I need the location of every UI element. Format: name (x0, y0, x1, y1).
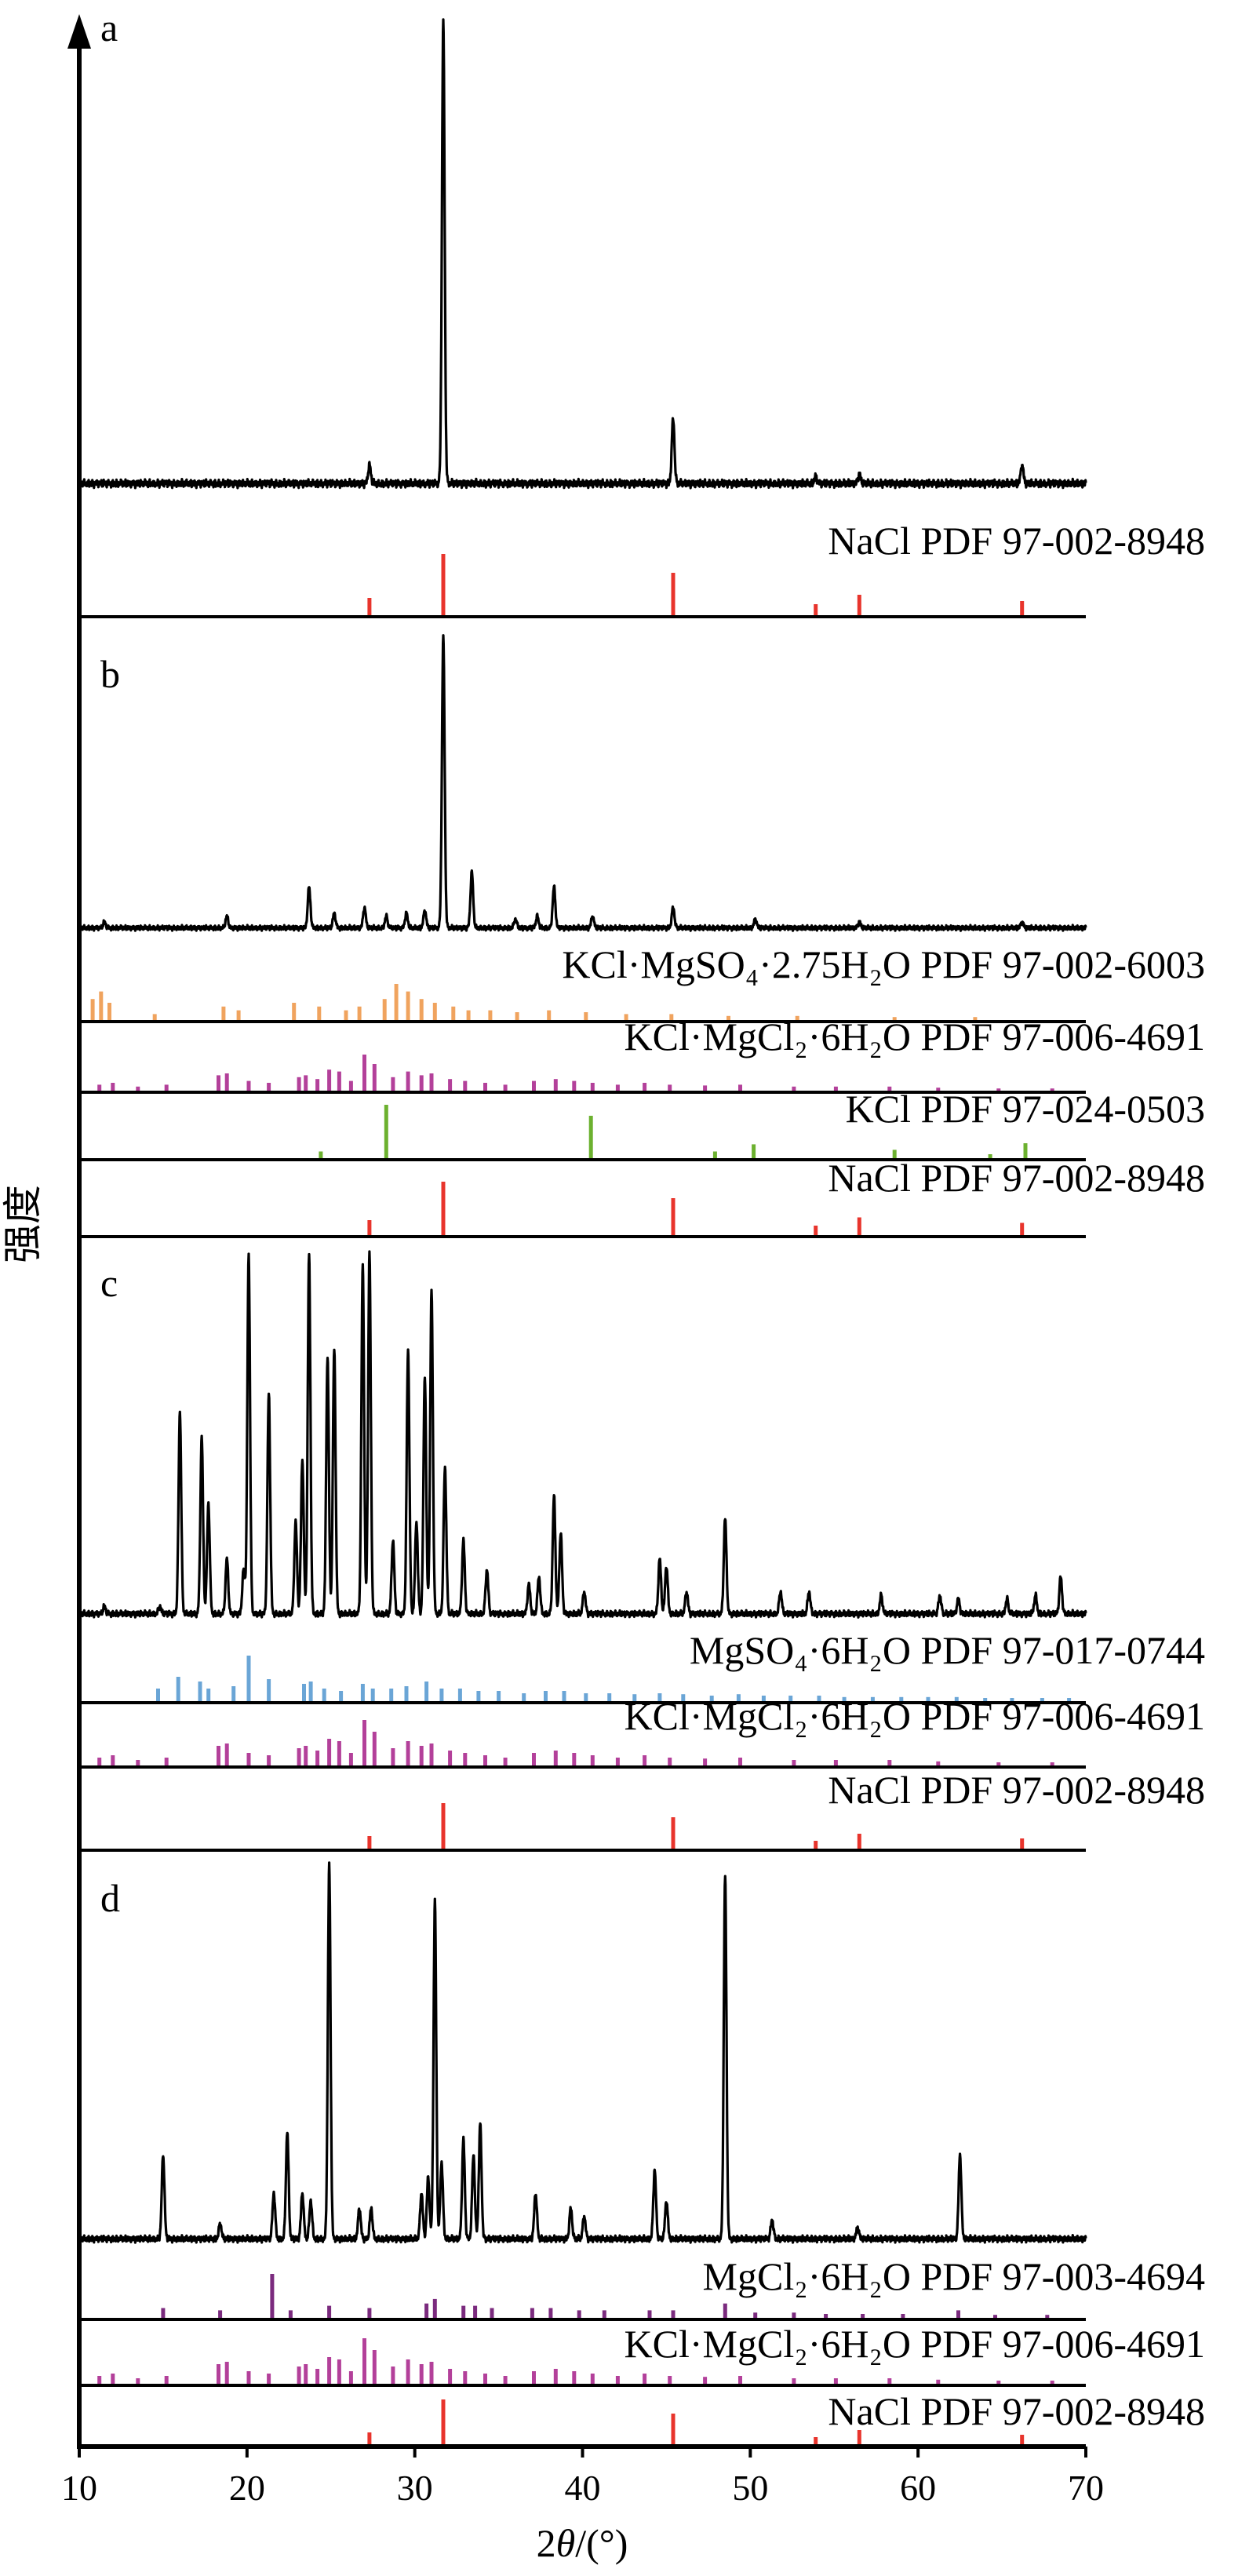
reference-pattern: NaCl PDF 97-002-8948 (367, 2389, 1205, 2447)
reference-label: NaCl PDF 97-002-8948 (828, 1156, 1205, 1200)
reference-pattern: NaCl PDF 97-002-8948 (79, 1156, 1205, 1238)
panel-b: b KCl·MgSO₄·2.75H₂O PDF 97-002-6003 KCl·Mg… (78, 634, 1205, 1238)
reference-label: MgCl₂·6H₂O PDF 97-003-4694 (703, 2254, 1205, 2298)
reference-pattern: NaCl PDF 97-002-8948 (79, 519, 1205, 618)
y-axis-title: 强度 (1, 1185, 45, 1263)
x-tick-label: 50 (732, 2468, 768, 2508)
xrd-pattern-d (78, 1861, 1087, 2244)
panel-d: d MgCl₂·6H₂O PDF 97-003-4694 KCl·MgCl₂·6H₂… (78, 1861, 1205, 2447)
reference-pattern: KCl·MgCl₂·6H₂O PDF 97-006-4691 (79, 1694, 1205, 1769)
reference-label: NaCl PDF 97-002-8948 (828, 1768, 1205, 1812)
axes: 10 20 30 40 50 60 70 强度 2θ/(°) (1, 14, 1104, 2565)
x-tick-label: 20 (229, 2468, 265, 2508)
reference-pattern: KCl·MgCl₂·6H₂O PDF 97-006-4691 (79, 2322, 1205, 2387)
reference-label: KCl·MgCl₂·6H₂O PDF 97-006-4691 (625, 1015, 1205, 1058)
reference-pattern: KCl·MgCl₂·6H₂O PDF 97-006-4691 (79, 1015, 1205, 1094)
x-tick-label: 30 (397, 2468, 433, 2508)
x-ticks: 10 20 30 40 50 60 70 (61, 2447, 1104, 2508)
xrd-panels: a NaCl PDF 97-002-8948 b KCl·MgSO₄·2.75H₂O … (78, 5, 1205, 2447)
y-axis-arrow (67, 14, 91, 49)
reference-label: KCl·MgCl₂·6H₂O PDF 97-006-4691 (625, 2322, 1205, 2366)
reference-label: MgSO₄·6H₂O PDF 97-017-0744 (690, 1628, 1205, 1672)
panel-letter: c (100, 1261, 118, 1305)
panel-letter: b (100, 652, 120, 696)
reference-pattern: NaCl PDF 97-002-8948 (79, 1768, 1205, 1852)
reference-label: KCl·MgCl₂·6H₂O PDF 97-006-4691 (625, 1694, 1205, 1738)
xrd-pattern-b (78, 634, 1087, 932)
x-tick-label: 60 (900, 2468, 936, 2508)
reference-label: NaCl PDF 97-002-8948 (828, 519, 1205, 563)
reference-label: NaCl PDF 97-002-8948 (828, 2389, 1205, 2433)
panel-a: a NaCl PDF 97-002-8948 (78, 5, 1205, 618)
x-tick-label: 40 (565, 2468, 601, 2508)
reference-pattern: MgCl₂·6H₂O PDF 97-003-4694 (79, 2254, 1205, 2321)
reference-pattern: KCl PDF 97-024-0503 (79, 1087, 1205, 1161)
reference-label: KCl·MgSO₄·2.75H₂O PDF 97-002-6003 (562, 942, 1205, 986)
reference-pattern: MgSO₄·6H₂O PDF 97-017-0744 (79, 1628, 1205, 1704)
panel-letter: a (100, 5, 118, 49)
x-axis-title: 2θ/(°) (537, 2521, 628, 2565)
xrd-pattern-c (78, 1250, 1087, 1619)
panel-letter: d (100, 1876, 120, 1920)
xrd-pattern-a (78, 18, 1087, 490)
panel-c: c MgSO₄·6H₂O PDF 97-017-0744 KCl·MgCl₂·6H₂… (78, 1250, 1205, 1852)
reference-label: KCl PDF 97-024-0503 (846, 1087, 1205, 1131)
reference-pattern: KCl·MgSO₄·2.75H₂O PDF 97-002-6003 (79, 942, 1205, 1023)
x-tick-label: 70 (1068, 2468, 1104, 2508)
x-tick-label: 10 (61, 2468, 97, 2508)
